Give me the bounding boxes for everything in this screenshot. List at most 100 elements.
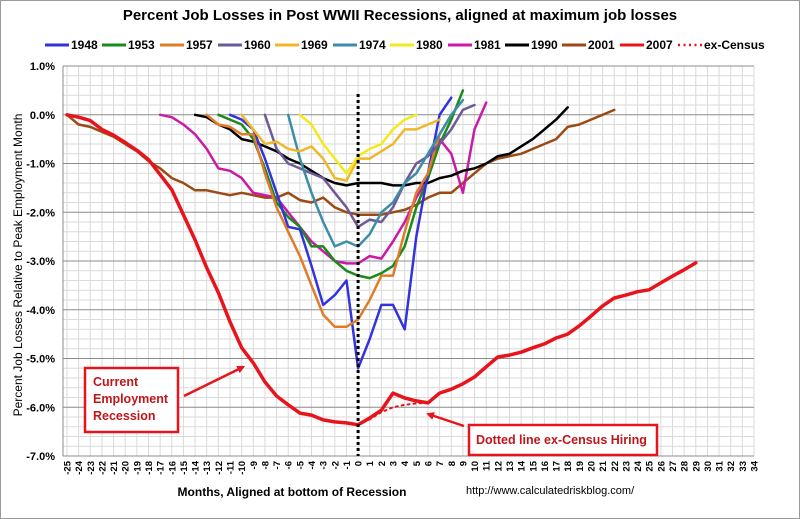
callout-arrow — [183, 365, 246, 398]
x-tick-label: -4 — [307, 460, 318, 469]
legend-label: 1981 — [474, 38, 501, 52]
series-line-1974 — [286, 98, 465, 248]
callout-arrow — [426, 412, 465, 428]
x-tick-label: 27 — [668, 461, 679, 472]
x-tick-labels: -25 -24 -23 -22 -21 -20 -19 -18 -17 -16 -15 -14 -13-… — [63, 460, 761, 474]
x-tick-label: 34 — [750, 460, 761, 471]
callout-text-line: Dotted line ex-Census Hiring — [476, 433, 647, 447]
x-tick-label: 11 — [482, 460, 493, 471]
x-tick-label: -21 — [109, 460, 120, 474]
callout-text-line: Employment — [93, 392, 169, 406]
series-line-1948 — [228, 96, 453, 370]
x-tick-label: -20 — [121, 461, 132, 475]
x-tick-label: -11 — [226, 460, 237, 474]
x-tick-label: 9 — [458, 461, 469, 466]
x-tick-label: 14 — [517, 460, 528, 471]
legend-item-2007: 2007 — [620, 38, 673, 52]
x-tick-label: 17 — [552, 461, 563, 472]
x-tick-label: 20 — [586, 461, 597, 472]
x-tick-label: -2 — [330, 461, 341, 469]
x-tick-label: -25 — [63, 460, 74, 474]
x-tick-label: 6 — [423, 461, 434, 466]
x-tick-label: 18 — [563, 461, 574, 472]
x-tick-label: 33 — [738, 461, 749, 472]
x-tick-label: 0 — [354, 461, 365, 466]
legend-item-1948: 1948 — [45, 38, 98, 52]
y-tick-label: -6.0% — [26, 402, 55, 414]
legend-label: 2007 — [646, 38, 673, 52]
x-tick-label: -24 — [74, 460, 85, 474]
x-tick-label: -1 — [342, 460, 353, 469]
x-tick-label: -12 — [214, 461, 225, 475]
x-tick-label: 28 — [680, 461, 691, 472]
x-tick-label: -22 — [97, 461, 108, 475]
x-tick-label: 8 — [447, 461, 458, 466]
series-line-1960 — [263, 103, 476, 229]
x-tick-label: 26 — [656, 461, 667, 472]
legend-label: 1957 — [186, 38, 213, 52]
x-tick-label: -15 — [179, 460, 190, 474]
x-tick-label: 16 — [540, 461, 551, 472]
y-tick-label: -7.0% — [26, 451, 55, 463]
legend: 1948 1953 1957 1960 1969 1974 1980 1981 1990 2001… — [45, 38, 765, 52]
x-tick-label: 21 — [598, 460, 609, 471]
callout-box — [83, 366, 180, 434]
x-axis-label: Months, Aligned at bottom of Recession — [178, 485, 407, 499]
y-tick-label: 1.0% — [30, 61, 55, 73]
x-tick-label: -14 — [191, 460, 202, 474]
series-line-1969 — [240, 113, 441, 182]
legend-item-2001: 2001 — [562, 38, 615, 52]
series-lines — [65, 89, 698, 427]
x-tick-label: 7 — [435, 461, 446, 466]
x-tick-label: 29 — [691, 461, 702, 472]
y-tick-labels: 1.0% 0.0% -1.0% -2.0% -3.0% -4.0% -5.0% -6.0% -7… — [26, 61, 55, 463]
x-tick-label: 1 — [365, 460, 376, 466]
legend-item-1990: 1990 — [505, 38, 558, 52]
source-url: http://www.calculatedriskblog.com/ — [466, 485, 635, 497]
x-tick-label: -16 — [167, 461, 178, 475]
legend-item-1981: 1981 — [448, 38, 501, 52]
y-tick-label: 0.0% — [30, 110, 55, 122]
y-tick-label: -2.0% — [26, 207, 55, 219]
legend-label: 2001 — [588, 38, 615, 52]
callout-text-line: Recession — [93, 409, 156, 423]
chart-title: Percent Job Losses in Post WWII Recessio… — [123, 7, 677, 24]
x-tick-label: 30 — [703, 461, 714, 472]
y-tick-label: -4.0% — [26, 305, 55, 317]
x-tick-label: 24 — [633, 460, 644, 471]
legend-label: 1974 — [359, 38, 386, 52]
legend-item-1957: 1957 — [160, 38, 213, 52]
x-tick-label: 19 — [575, 461, 586, 472]
x-tick-label: 12 — [493, 461, 504, 472]
legend-label: 1948 — [71, 38, 98, 52]
x-tick-label: -13 — [202, 461, 213, 475]
legend-label: ex-Census — [704, 38, 765, 52]
callouts: Current Employment Recession Dotted line ex… — [83, 365, 659, 457]
legend-label: 1990 — [531, 38, 558, 52]
callout-current-employment-recession: Current Employment Recession — [83, 365, 246, 434]
x-tick-label: -3 — [319, 461, 330, 469]
series-line-1957 — [205, 113, 453, 329]
y-tick-label: -3.0% — [26, 256, 55, 268]
x-tick-label: 2 — [377, 461, 388, 466]
x-tick-label: 23 — [621, 461, 632, 472]
x-tick-label: 15 — [528, 460, 539, 471]
x-tick-label: -5 — [295, 460, 306, 469]
legend-label: 1960 — [244, 38, 271, 52]
x-tick-label: 22 — [610, 461, 621, 472]
legend-item-1969: 1969 — [275, 38, 328, 52]
x-tick-label: -8 — [260, 461, 271, 469]
y-tick-label: -5.0% — [26, 354, 55, 366]
x-tick-label: -9 — [249, 461, 260, 469]
x-tick-label: 25 — [645, 460, 656, 471]
legend-item-1953: 1953 — [102, 38, 155, 52]
legend-label: 1953 — [128, 38, 155, 52]
x-tick-label: 13 — [505, 461, 516, 472]
x-tick-label: -6 — [284, 461, 295, 469]
legend-item-1974: 1974 — [333, 38, 386, 52]
callout-text-line: Current — [93, 375, 139, 389]
callout-ex-census: Dotted line ex-Census Hiring — [426, 412, 659, 457]
y-tick-label: -1.0% — [26, 159, 55, 171]
x-tick-label: -7 — [272, 461, 283, 469]
x-tick-label: 32 — [726, 461, 737, 472]
